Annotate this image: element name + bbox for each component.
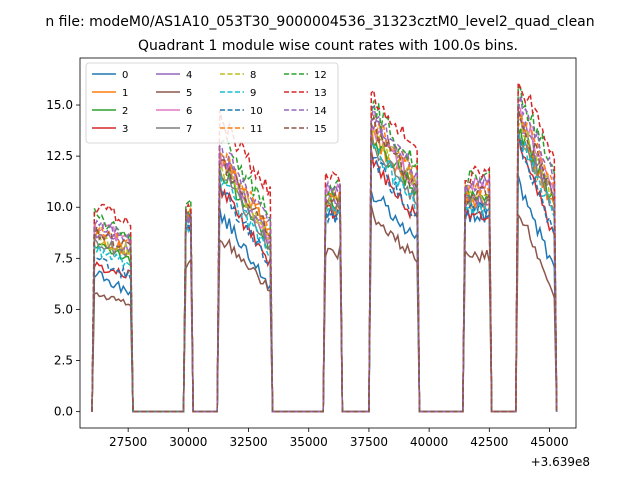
legend-label-15: 15 [314,124,327,135]
y-tick-label: 10.0 [46,200,73,214]
legend-label-10: 10 [250,106,263,117]
legend-label-9: 9 [250,88,256,99]
legend-label-11: 11 [250,124,263,135]
legend-label-14: 14 [314,106,327,117]
y-tick-label: 7.5 [54,251,73,265]
y-tick-label: 5.0 [54,302,73,316]
y-tick-label: 15.0 [46,98,73,112]
legend-label-7: 7 [186,124,192,135]
legend-label-5: 5 [186,88,192,99]
axes: 27500 30000 32500 35000 37500 40000 42500 45000… [46,98,568,449]
legend-label-0: 0 [122,70,128,81]
series-line-15 [91,106,558,413]
y-tick-label: 0.0 [54,405,73,419]
figure-suptitle: n file: modeM0/AS1A10_053T30_9000004536_… [45,14,594,30]
legend-box [85,62,339,144]
legend-label-6: 6 [186,106,192,117]
x-tick-label: 30000 [169,435,207,449]
legend-label-8: 8 [250,70,256,81]
legend-label-3: 3 [122,124,128,135]
x-tick-label: 27500 [109,435,147,449]
x-offset-label: +3.639e8 [531,455,590,469]
legend-label-12: 12 [314,70,327,81]
x-tick-label: 40000 [410,435,448,449]
legend-label-2: 2 [122,106,128,117]
legend-label-4: 4 [186,70,192,81]
legend-label-1: 1 [122,88,128,99]
chart-title: Quadrant 1 module wise count rates with … [138,38,518,54]
series-layer [91,82,558,413]
x-tick-label: 35000 [290,435,328,449]
y-tick-label: 2.5 [54,354,73,368]
x-tick-label: 32500 [229,435,267,449]
x-tick-label: 45000 [530,435,568,449]
y-tick-label: 12.5 [46,149,73,163]
legend-label-13: 13 [314,88,327,99]
x-tick-label: 42500 [470,435,508,449]
plot-frame [79,57,577,429]
x-tick-label: 37500 [350,435,388,449]
